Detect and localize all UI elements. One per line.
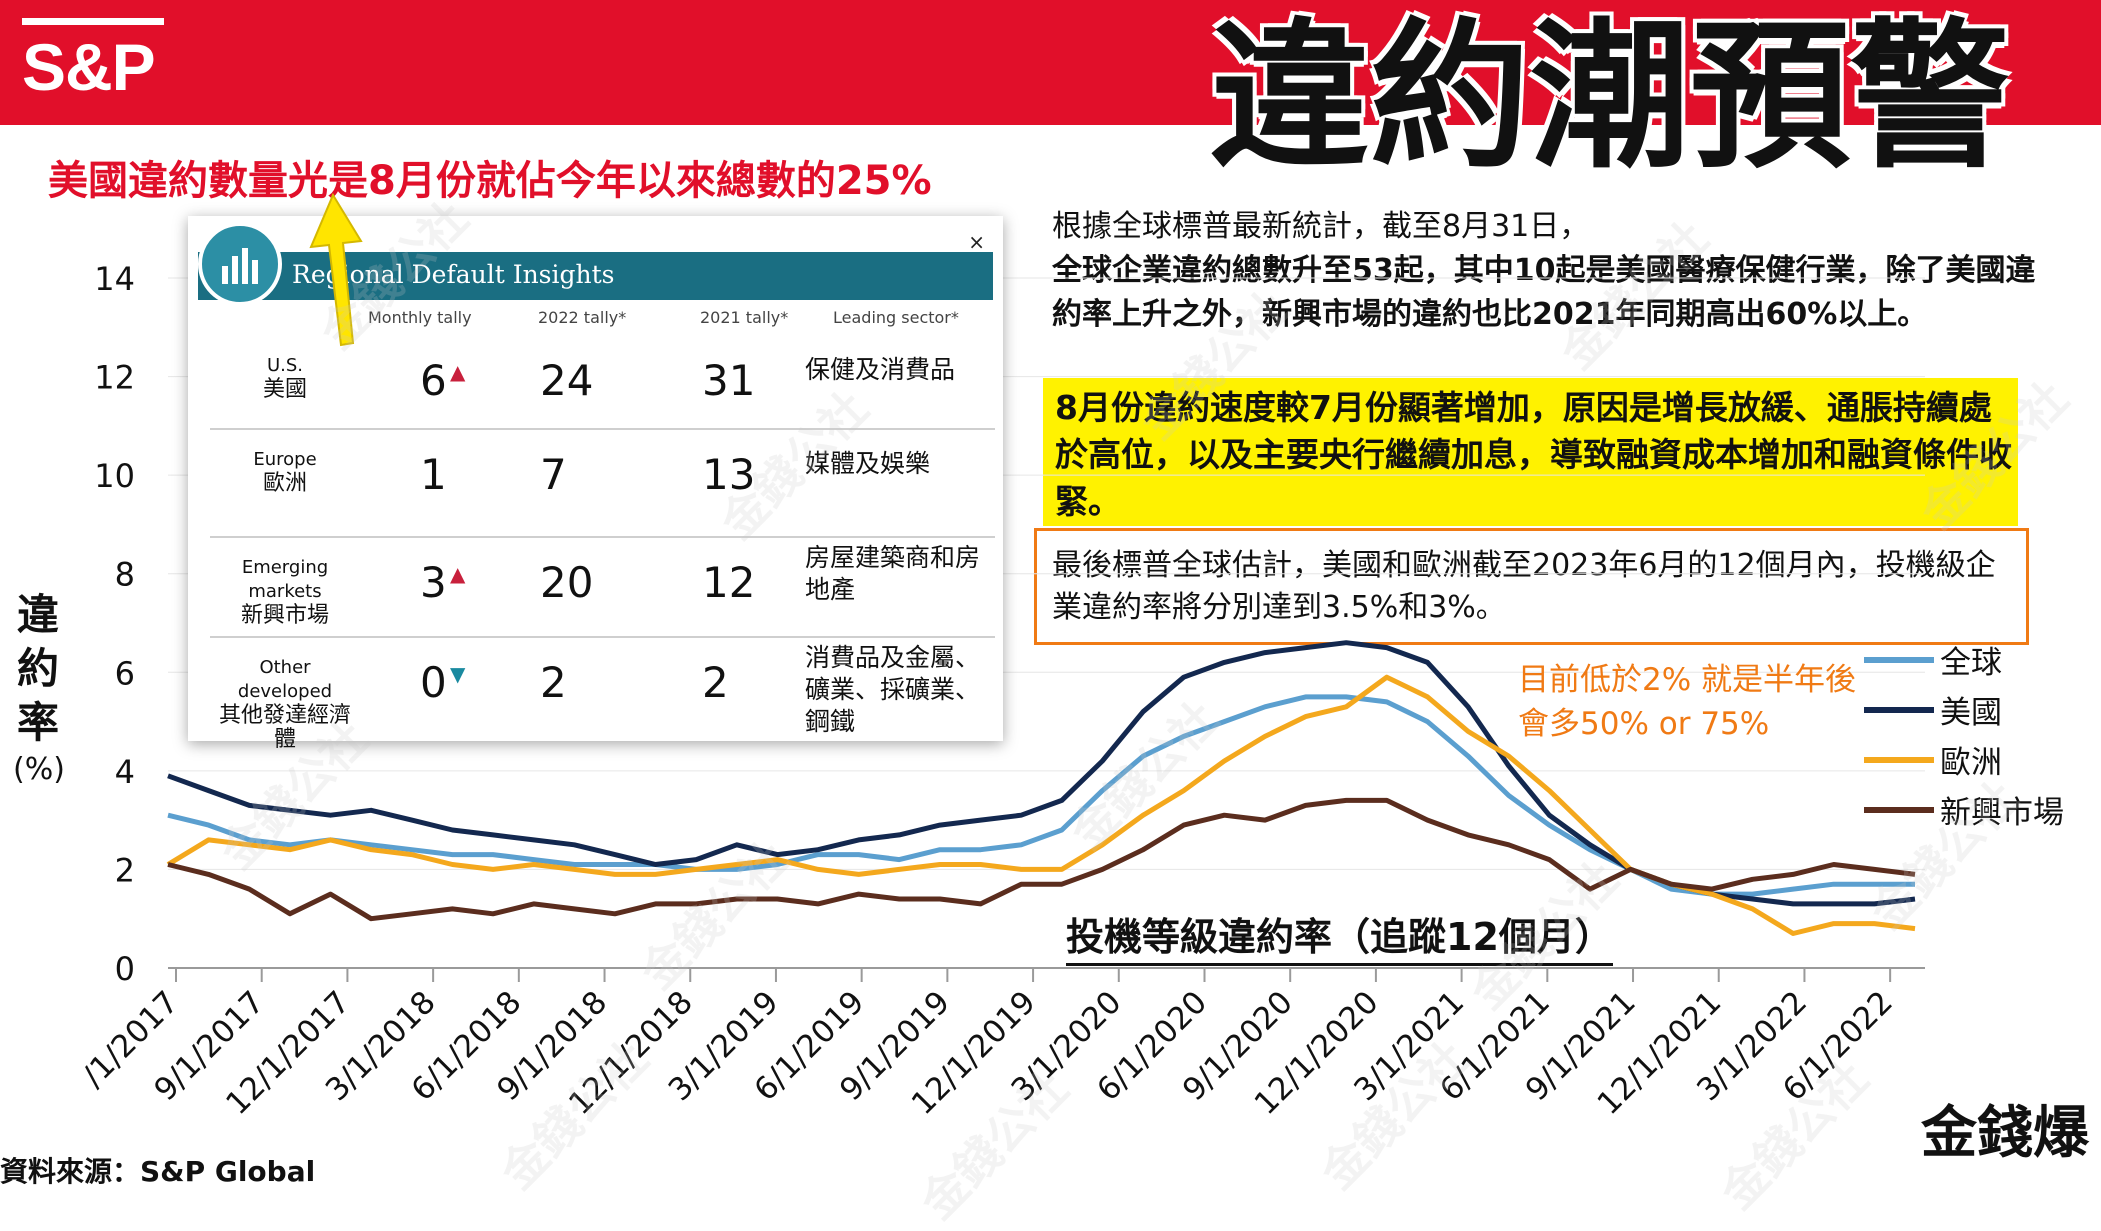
x-tick-labels: /1/20179/1/201712/1/20173/1/20186/1/2018… bbox=[76, 968, 1900, 1122]
corner-logo: 金錢爆 bbox=[1921, 1100, 2089, 1166]
y-tick-label: 12 bbox=[94, 359, 135, 397]
y-tick-label: 10 bbox=[94, 457, 135, 495]
legend-item-emerging: 新興市場 bbox=[1864, 787, 2094, 831]
region-zh: 美國 bbox=[262, 377, 307, 402]
region-en: Other developed bbox=[237, 657, 333, 702]
chart-title: 投機等級違約率（追蹤12個月） bbox=[1066, 906, 1613, 966]
tally-2022: 24 bbox=[540, 356, 594, 405]
legend-label-us: 美國 bbox=[1940, 695, 2002, 731]
forecast-box bbox=[1034, 528, 2029, 645]
tally-2022: 20 bbox=[540, 558, 594, 607]
legend-item-europe: 歐洲 bbox=[1864, 737, 2094, 781]
legend-label-emerging: 新興市場 bbox=[1940, 795, 2064, 831]
y-tick-label: 4 bbox=[115, 753, 135, 791]
table-row: Other developed 其他發達經濟體 0 ▼ 2 2 消費品及金屬、礦業、採礦業、… bbox=[210, 636, 995, 752]
tally-2022: 7 bbox=[540, 450, 567, 499]
y-tick-label: 0 bbox=[115, 950, 135, 988]
trend-up-icon: ▲ bbox=[450, 360, 466, 384]
monthly-tally: 3 bbox=[420, 558, 447, 607]
tally-2021: 31 bbox=[702, 356, 756, 405]
y-tick-labels: 0 2 4 6 8 10 12 14 bbox=[94, 260, 135, 988]
y-tick-label: 8 bbox=[115, 556, 135, 594]
monthly-tally: 6 bbox=[420, 356, 447, 405]
header-2022: 2022 tally* bbox=[538, 308, 627, 327]
trend-up-icon: ▲ bbox=[450, 562, 466, 586]
region-label: Europe 歐洲 bbox=[210, 448, 360, 496]
pointer-arrow-icon bbox=[309, 192, 363, 347]
region-zh: 其他發達經濟體 bbox=[218, 703, 351, 752]
highlight-text: 8月份違約速度較7月份顯著增加，原因是增長放緩、通脹持續處於高位，以及主要央行繼… bbox=[1055, 388, 2012, 521]
intro-text: 根據全球標普最新統計，截至8月31日， bbox=[1052, 209, 1590, 244]
tally-2021: 13 bbox=[702, 450, 756, 499]
regional-default-card: Regional Default Insights × Monthly tall… bbox=[188, 216, 1003, 752]
highlight-box bbox=[1043, 378, 2018, 526]
header-2021: 2021 tally* bbox=[700, 308, 789, 327]
sp-logo: S&P bbox=[22, 30, 156, 104]
region-label: Emerging markets 新興市場 bbox=[210, 556, 360, 628]
headline: 美國違約數量光是8月份就佔今年以來總數的25% bbox=[48, 158, 932, 204]
leading-sector: 媒體及娛樂 bbox=[805, 449, 931, 478]
header-sector: Leading sector* bbox=[833, 308, 959, 327]
header-bar bbox=[0, 0, 2101, 125]
y-tick-label: 6 bbox=[115, 654, 135, 692]
series-lines bbox=[166, 640, 1916, 936]
bar-chart-icon-glyph bbox=[222, 248, 258, 284]
legend-swatch-europe bbox=[1864, 757, 1934, 763]
legend-label-europe: 歐洲 bbox=[1940, 745, 2002, 781]
table-row: Emerging markets 新興市場 3 ▲ 20 12 房屋建築商和房地產 bbox=[210, 536, 995, 638]
legend-swatch-global bbox=[1864, 657, 1934, 663]
leading-sector: 保健及消費品 bbox=[805, 355, 956, 384]
close-icon[interactable]: × bbox=[968, 230, 985, 254]
legend-label-global: 全球 bbox=[1940, 645, 2002, 681]
tally-2022: 2 bbox=[540, 658, 567, 707]
tally-2021: 2 bbox=[702, 658, 729, 707]
page-title: 違約潮預警 bbox=[1209, 2, 2010, 190]
legend-swatch-us bbox=[1864, 707, 1934, 713]
region-label: Other developed 其他發達經濟體 bbox=[210, 656, 360, 752]
annotation: 目前低於2% 就是半年後 會多50% or 75% bbox=[1518, 658, 1856, 746]
y-tick-label: 14 bbox=[94, 260, 135, 298]
tally-2021: 12 bbox=[702, 558, 756, 607]
annotation-line-1: 目前低於2% 就是半年後 bbox=[1518, 662, 1857, 698]
leading-sector: 房屋建築商和房地產 bbox=[805, 543, 981, 604]
region-en: U.S. bbox=[266, 355, 304, 376]
legend-item-global: 全球 bbox=[1864, 637, 2094, 681]
region-zh: 新興市場 bbox=[240, 603, 329, 628]
legend-swatch-emerging bbox=[1864, 807, 1934, 813]
source-note: 資料來源：S&P Global bbox=[0, 1155, 316, 1188]
intro-paragraph: 根據全球標普最新統計，截至8月31日， 全球企業違約總數升至53起，其中10起是… bbox=[1052, 205, 2052, 337]
legend-item-us: 美國 bbox=[1864, 687, 2094, 731]
trend-down-icon: ▼ bbox=[450, 662, 466, 686]
y-tick-label: 2 bbox=[115, 851, 135, 889]
monthly-tally: 0 bbox=[420, 658, 447, 707]
y-axis-unit: (%) bbox=[13, 752, 65, 787]
monthly-tally: 1 bbox=[420, 450, 447, 499]
y-axis-title: 違約率 bbox=[16, 590, 59, 747]
region-zh: 歐洲 bbox=[262, 471, 307, 496]
table-row: Europe 歐洲 1 7 13 媒體及娛樂 bbox=[210, 428, 995, 530]
bar-chart-icon bbox=[198, 222, 282, 306]
region-en: Europe bbox=[253, 449, 317, 470]
region-en: Emerging markets bbox=[241, 557, 329, 602]
table-row: U.S. 美國 6 ▲ 24 31 保健及消費品 bbox=[210, 336, 995, 436]
annotation-line-2: 會多50% or 75% bbox=[1518, 706, 1770, 742]
series-line-3 bbox=[167, 797, 1916, 922]
series-line-2 bbox=[166, 674, 1916, 936]
leading-sector: 消費品及金屬、礦業、採礦業、鋼鐵 bbox=[805, 643, 981, 736]
forecast-text: 最後標普全球估計，美國和歐洲截至2023年6月的12個月內，投機級企業違約率將分… bbox=[1052, 548, 1996, 625]
logo-underline bbox=[22, 18, 164, 25]
header-monthly: Monthly tally bbox=[368, 308, 472, 327]
intro-bold-text: 全球企業違約總數升至53起，其中10起是美國醫療保健行業，除了美國違約率上升之外… bbox=[1052, 253, 2036, 332]
region-label: U.S. 美國 bbox=[210, 354, 360, 402]
